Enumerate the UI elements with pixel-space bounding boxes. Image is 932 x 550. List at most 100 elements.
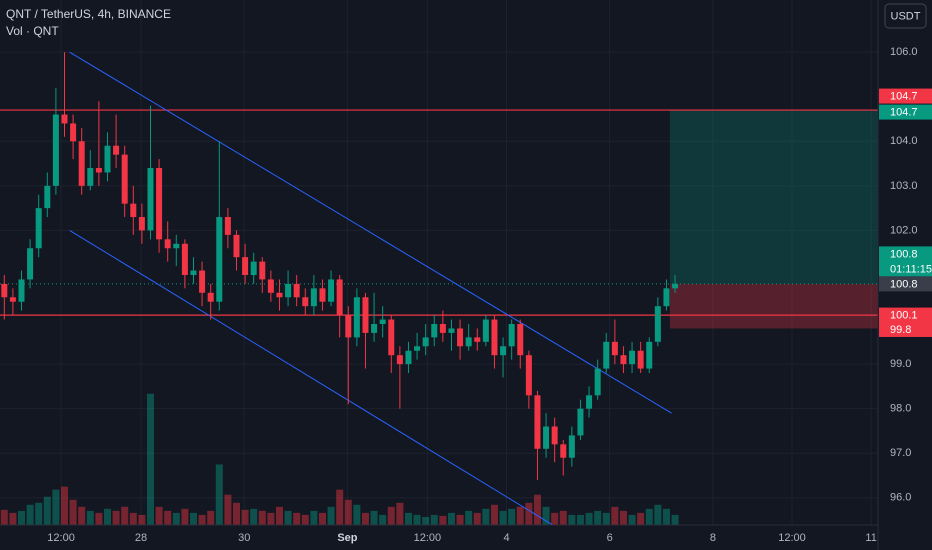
volume-bar — [0, 509, 8, 525]
volume-bar — [138, 514, 146, 525]
x-tick-label: Sep — [337, 532, 357, 544]
candle-body — [388, 319, 395, 356]
volume-bar — [594, 510, 602, 525]
volume-bar — [250, 508, 258, 525]
volume-bar — [198, 514, 206, 525]
chart-title: QNT / TetherUS, 4h, BINANCE — [6, 7, 171, 21]
volume-bar — [465, 510, 473, 525]
candle-body — [637, 350, 644, 369]
volume-bar — [456, 514, 464, 525]
candle-body — [199, 270, 206, 293]
x-tick-label: 6 — [607, 532, 613, 544]
volume-bar — [559, 510, 567, 525]
candle-body — [508, 324, 515, 347]
candle-body — [568, 435, 575, 458]
volume-bar — [275, 506, 283, 525]
candle-body — [70, 123, 77, 142]
volume-bar — [671, 514, 679, 525]
candle-body — [164, 239, 171, 249]
candle-body — [138, 217, 145, 231]
price-label-box — [879, 246, 932, 277]
candle-body — [293, 283, 300, 298]
candle-body — [130, 203, 137, 218]
volume-bar — [344, 499, 352, 525]
candle-body — [431, 324, 438, 338]
candle-body — [414, 346, 421, 351]
currency-button[interactable] — [884, 3, 927, 29]
volume-bar — [473, 512, 481, 525]
candle-body — [250, 261, 257, 275]
volume-bar — [387, 506, 395, 525]
candle-body — [44, 185, 51, 209]
volume-bar — [17, 510, 25, 525]
volume-bar — [619, 510, 627, 525]
volume-bar — [103, 508, 111, 525]
candle-body — [87, 168, 94, 186]
candle-body — [104, 145, 111, 173]
candle-body — [654, 306, 661, 342]
x-tick-label: 12:00 — [47, 532, 75, 544]
volume-bar — [542, 506, 550, 525]
candle-body — [594, 368, 601, 396]
candle-body — [474, 337, 481, 342]
stop-zone — [669, 283, 878, 329]
candle-body — [465, 337, 472, 347]
candle-body — [181, 243, 188, 275]
candle-body — [95, 168, 102, 173]
volume-bar — [508, 508, 516, 525]
price-label-box — [879, 276, 932, 292]
volume-bar — [95, 512, 103, 525]
countdown: 01:11:15 — [890, 263, 932, 275]
price-label: 100.1 — [890, 309, 918, 321]
volume-bar — [361, 512, 369, 525]
candle-body — [121, 154, 128, 204]
price-label: 99.8 — [890, 324, 911, 336]
candle-body — [560, 444, 567, 458]
candle-body — [207, 292, 214, 302]
volume-bar — [60, 486, 68, 525]
volume-bar — [645, 508, 653, 525]
volume-bar — [447, 512, 455, 525]
volume-bar — [413, 514, 421, 525]
price-label-box — [879, 321, 932, 337]
volume-bar — [430, 514, 438, 525]
candle-body — [439, 324, 446, 333]
candle-body — [362, 297, 369, 333]
x-tick-label: 28 — [135, 532, 147, 544]
volume-bar — [628, 514, 636, 525]
candle-body — [672, 283, 679, 289]
candle-body — [233, 234, 240, 258]
volume-bar — [490, 504, 498, 525]
candle-body — [551, 426, 558, 445]
currency-label[interactable]: USDT — [891, 10, 921, 22]
volume-bar — [293, 512, 301, 525]
candle-body — [78, 141, 85, 186]
price-label-box — [879, 104, 932, 120]
y-tick-label: 103.0 — [890, 180, 918, 192]
volume-bar — [585, 512, 593, 525]
candle-body — [52, 114, 59, 186]
x-tick-label: 11 — [865, 532, 876, 544]
candle-body — [61, 114, 68, 124]
volume-legend: Vol · QNT — [6, 24, 59, 38]
candle-body — [405, 350, 412, 365]
volume-bar — [232, 502, 240, 525]
channel-line — [69, 229, 553, 525]
candle-body — [319, 288, 326, 302]
volume-bar — [129, 512, 137, 525]
volume-bar — [439, 515, 447, 525]
volume-bar — [267, 512, 275, 525]
volume-bar — [35, 502, 43, 525]
x-tick-label: 12:00 — [778, 532, 806, 544]
volume-bar — [26, 504, 34, 525]
x-tick-label: 4 — [503, 532, 509, 544]
volume-bar — [207, 510, 215, 525]
candle-body — [173, 243, 180, 249]
volume-bar — [189, 512, 197, 525]
volume-bar — [336, 489, 344, 525]
candle-body — [224, 217, 231, 235]
candle-body — [603, 341, 610, 369]
volume-bar — [112, 510, 120, 525]
volume-bar — [525, 502, 533, 525]
volume-bar — [155, 506, 163, 525]
